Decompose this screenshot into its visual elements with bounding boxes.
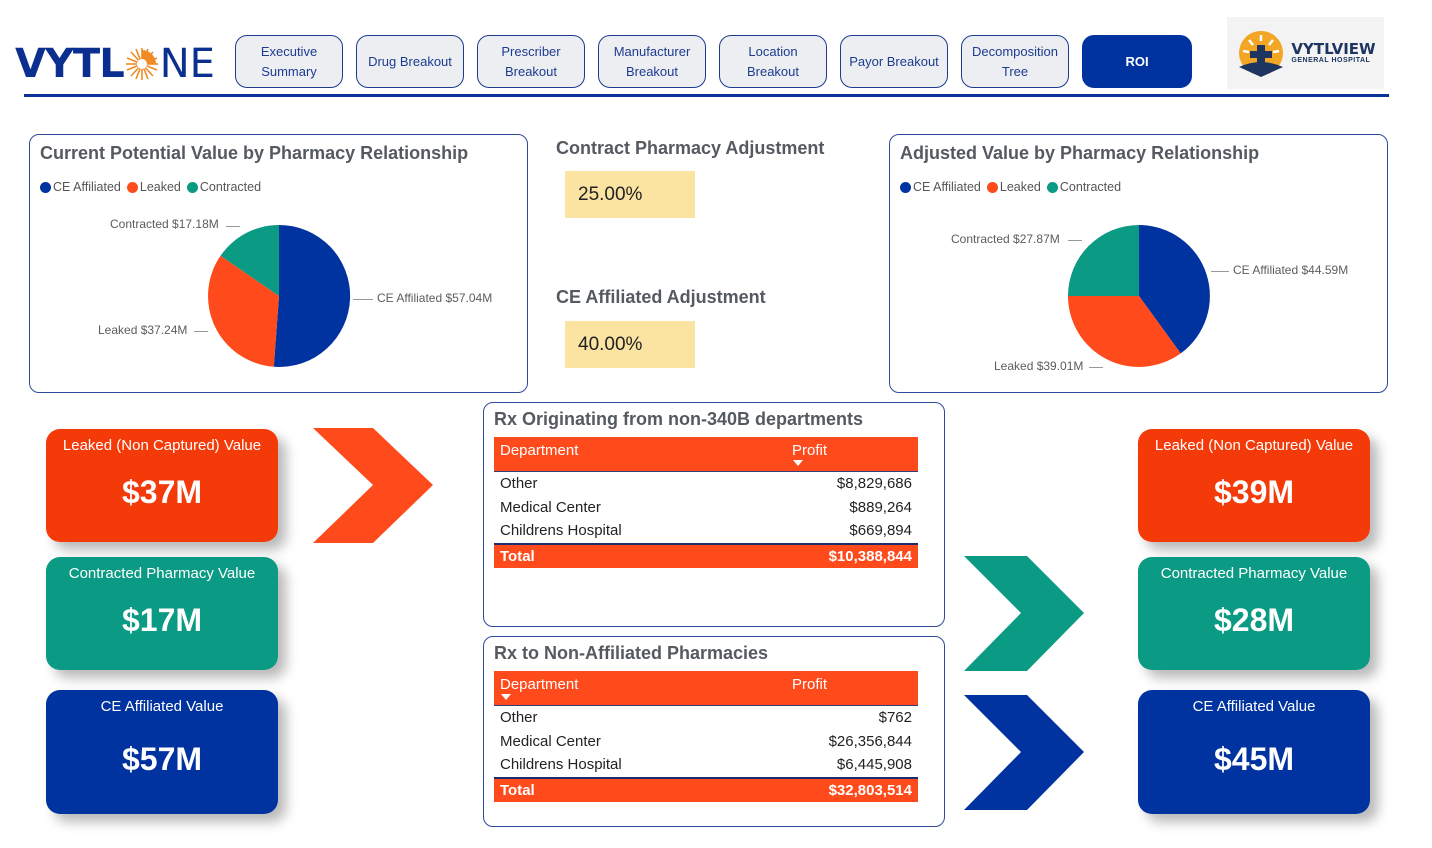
kpi-ce-affiliated-adjusted: CE Affiliated Value $45M xyxy=(1138,690,1370,814)
legend-ce-affiliated[interactable]: CE Affiliated xyxy=(40,180,121,194)
contract-adjustment-title: Contract Pharmacy Adjustment xyxy=(556,138,825,158)
logo-text-right: NE xyxy=(159,41,215,87)
nonaffiliated-table-card: Rx to Non-Affiliated Pharmacies Departme… xyxy=(483,636,945,827)
adjusted-chart-legend: CE Affiliated Leaked Contracted xyxy=(900,180,1121,194)
chevron-right-icon-ce-affiliated xyxy=(964,695,1084,810)
nonaffiliated-table: Department Profit Other $762 Medical Cent… xyxy=(494,671,918,802)
hospital-cross-sun-icon xyxy=(1239,31,1284,77)
column-header-profit[interactable]: Profit xyxy=(792,442,828,459)
nonaffiliated-table-title: Rx to Non-Affiliated Pharmacies xyxy=(494,643,769,663)
column-header-profit[interactable]: Profit xyxy=(792,676,828,693)
nav-payor-breakout[interactable]: Payor Breakout xyxy=(840,35,948,88)
kpi-contracted-adjusted: Contracted Pharmacy Value $28M xyxy=(1138,557,1370,670)
nav-prescriber-breakout[interactable]: Prescriber Breakout xyxy=(477,35,585,88)
table-row: Other $8,829,686 xyxy=(500,475,912,493)
nav-roi[interactable]: ROI xyxy=(1082,35,1192,88)
label-leaked: Leaked $39.01M xyxy=(994,359,1084,373)
slice-ce-affiliated xyxy=(1139,225,1210,354)
kpi-contracted-current: Contracted Pharmacy Value $17M xyxy=(46,557,278,670)
label-contracted: Contracted $17.18M xyxy=(110,217,219,231)
legend-contracted[interactable]: Contracted xyxy=(186,180,261,194)
hospital-logo: VYTLVIEW GENERAL HOSPITAL xyxy=(1227,17,1384,89)
table-row: Childrens Hospital $669,894 xyxy=(500,522,912,540)
legend-leaked[interactable]: Leaked xyxy=(986,180,1041,194)
table-header: Department Profit xyxy=(494,437,918,472)
kpi-leaked-adjusted: Leaked (Non Captured) Value $39M xyxy=(1138,429,1370,542)
table-total-row: Total $32,803,514 xyxy=(494,776,918,802)
adjusted-value-pie-card: Adjusted Value by Pharmacy Relationship … xyxy=(889,134,1388,393)
current-value-pie-card: Current Potential Value by Pharmacy Rela… xyxy=(29,134,528,393)
non340b-table: Department Profit Other $8,829,686 Medica… xyxy=(494,437,918,568)
logo-text-left: VYTL xyxy=(15,41,125,87)
nav-location-breakout[interactable]: Location Breakout xyxy=(719,35,827,88)
slice-contracted xyxy=(220,225,279,296)
legend-contracted[interactable]: Contracted xyxy=(1046,180,1121,194)
adjusted-pie-chart[interactable] xyxy=(1067,224,1211,368)
label-contracted: Contracted $27.87M xyxy=(951,232,1060,246)
column-header-department[interactable]: Department xyxy=(500,442,579,459)
table-row: Childrens Hospital $6,445,908 xyxy=(500,756,912,774)
label-ce-affiliated: CE Affiliated $57.04M xyxy=(377,291,493,305)
current-pie-chart[interactable] xyxy=(207,224,351,368)
slice-leaked xyxy=(208,255,279,367)
chevron-right-icon-leaked xyxy=(313,428,433,543)
current-chart-legend: CE Affiliated Leaked Contracted xyxy=(40,180,261,194)
slice-contracted xyxy=(1068,225,1139,296)
legend-ce-affiliated[interactable]: CE Affiliated xyxy=(900,180,981,194)
hospital-subtitle: GENERAL HOSPITAL xyxy=(1291,57,1371,64)
header-divider xyxy=(24,94,1389,97)
label-leaked: Leaked $37.24M xyxy=(98,323,188,337)
nav-drug-breakout[interactable]: Drug Breakout xyxy=(356,35,464,88)
table-row: Medical Center $26,356,844 xyxy=(500,732,912,750)
sun-burst-icon xyxy=(125,48,158,80)
chevron-right-icon-contracted xyxy=(964,556,1084,671)
non340b-table-card: Rx Originating from non-340B departments… xyxy=(483,402,945,627)
table-total-row: Total $10,388,844 xyxy=(494,542,918,568)
ce-adjustment-input[interactable]: 40.00% xyxy=(565,321,695,368)
vytlone-logo: VYTL NE xyxy=(15,38,215,90)
kpi-ce-affiliated-current: CE Affiliated Value $57M xyxy=(46,690,278,814)
table-row: Other $762 xyxy=(500,709,912,727)
legend-leaked[interactable]: Leaked xyxy=(126,180,181,194)
column-header-department[interactable]: Department xyxy=(500,676,579,693)
label-ce-affiliated: CE Affiliated $44.59M xyxy=(1233,263,1349,277)
nav-decomposition-tree[interactable]: Decomposition Tree xyxy=(961,35,1069,88)
current-chart-title: Current Potential Value by Pharmacy Rela… xyxy=(40,143,469,163)
nav-executive-summary[interactable]: Executive Summary xyxy=(235,35,343,88)
nav-manufacturer-breakout[interactable]: Manufacturer Breakout xyxy=(598,35,706,88)
adjusted-chart-title: Adjusted Value by Pharmacy Relationship xyxy=(900,143,1260,163)
slice-leaked xyxy=(1068,296,1181,367)
table-header: Department Profit xyxy=(494,671,918,706)
contract-adjustment-input[interactable]: 25.00% xyxy=(565,171,695,218)
non340b-table-title: Rx Originating from non-340B departments xyxy=(494,409,864,429)
hospital-name: VYTLVIEW xyxy=(1291,40,1376,58)
table-row: Medical Center $889,264 xyxy=(500,498,912,516)
slice-ce-affiliated xyxy=(273,224,351,367)
ce-adjustment-title: CE Affiliated Adjustment xyxy=(556,287,766,307)
kpi-leaked-current: Leaked (Non Captured) Value $37M xyxy=(46,429,278,542)
sort-descending-icon[interactable] xyxy=(793,460,803,466)
sort-descending-icon[interactable] xyxy=(501,694,511,700)
